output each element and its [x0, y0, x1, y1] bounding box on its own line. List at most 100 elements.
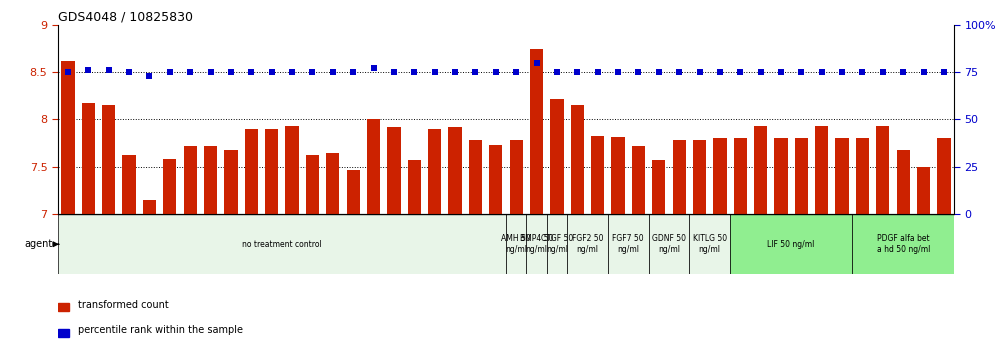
Text: percentile rank within the sample: percentile rank within the sample	[78, 325, 243, 335]
Point	[671, 69, 687, 75]
Point	[386, 69, 402, 75]
Bar	[896, 150, 910, 214]
Bar	[407, 160, 421, 214]
Bar	[795, 138, 808, 214]
Text: GDNF 50
ng/ml: GDNF 50 ng/ml	[652, 234, 686, 254]
Point	[346, 69, 362, 75]
Point	[488, 69, 504, 75]
Bar	[183, 146, 197, 214]
Bar	[648, 214, 689, 274]
Point	[570, 69, 586, 75]
Bar	[306, 154, 319, 214]
Point	[650, 69, 666, 75]
Bar	[142, 200, 156, 214]
Point	[794, 69, 810, 75]
Bar	[608, 214, 648, 274]
Text: agent: agent	[25, 239, 53, 249]
Bar	[853, 214, 954, 274]
Text: CTGF 50
ng/ml: CTGF 50 ng/ml	[541, 234, 573, 254]
Bar	[387, 127, 400, 214]
Point	[732, 69, 748, 75]
Bar	[58, 214, 506, 274]
Bar	[367, 119, 380, 214]
Bar	[754, 126, 767, 214]
Bar	[510, 140, 523, 214]
Text: KITLG 50
ng/ml: KITLG 50 ng/ml	[692, 234, 727, 254]
Point	[915, 69, 931, 75]
Bar	[734, 138, 747, 214]
Point	[366, 65, 381, 71]
Bar	[774, 138, 788, 214]
Point	[264, 69, 280, 75]
Bar	[631, 146, 645, 214]
Point	[406, 69, 422, 75]
Bar	[713, 138, 726, 214]
Text: AMH 50
ng/ml: AMH 50 ng/ml	[501, 234, 531, 254]
Bar	[489, 145, 502, 214]
Bar	[856, 138, 870, 214]
Point	[284, 69, 300, 75]
Bar	[448, 127, 462, 214]
Bar	[571, 105, 584, 214]
Point	[835, 69, 851, 75]
Point	[712, 69, 728, 75]
Bar	[567, 214, 608, 274]
Text: transformed count: transformed count	[78, 300, 168, 310]
Point	[611, 69, 626, 75]
Bar	[58, 303, 69, 312]
Point	[467, 69, 483, 75]
Bar	[937, 138, 950, 214]
Bar	[652, 160, 665, 214]
Bar	[245, 129, 258, 214]
Bar	[102, 105, 116, 214]
Point	[529, 60, 545, 65]
Bar	[612, 137, 624, 214]
Bar	[672, 140, 686, 214]
Bar	[506, 214, 526, 274]
Bar	[204, 146, 217, 214]
Bar	[82, 103, 95, 214]
Point	[325, 69, 341, 75]
Point	[161, 69, 178, 75]
Bar	[58, 329, 69, 337]
Point	[305, 69, 321, 75]
Bar	[917, 167, 930, 214]
Text: LIF 50 ng/ml: LIF 50 ng/ml	[768, 240, 815, 249]
Point	[630, 69, 646, 75]
Point	[182, 69, 198, 75]
Bar	[265, 129, 278, 214]
Point	[549, 69, 565, 75]
Bar	[469, 140, 482, 214]
Point	[590, 69, 606, 75]
Point	[753, 69, 769, 75]
Point	[691, 69, 707, 75]
Bar	[815, 126, 829, 214]
Point	[60, 69, 76, 75]
Point	[141, 73, 157, 79]
Point	[814, 69, 830, 75]
Point	[874, 69, 890, 75]
Bar	[526, 214, 547, 274]
Bar	[62, 61, 75, 214]
Text: PDGF alfa bet
a hd 50 ng/ml: PDGF alfa bet a hd 50 ng/ml	[876, 234, 930, 254]
Point	[223, 69, 239, 75]
Bar	[876, 126, 889, 214]
Point	[101, 67, 117, 73]
Bar	[693, 140, 706, 214]
Bar	[730, 214, 853, 274]
Point	[122, 69, 137, 75]
Point	[243, 69, 259, 75]
Bar	[123, 155, 135, 214]
Bar	[836, 138, 849, 214]
Text: GDS4048 / 10825830: GDS4048 / 10825830	[58, 10, 193, 23]
Text: BMP4 50
ng/ml: BMP4 50 ng/ml	[520, 234, 553, 254]
Text: no treatment control: no treatment control	[242, 240, 322, 249]
Text: FGF2 50
ng/ml: FGF2 50 ng/ml	[572, 234, 604, 254]
Point	[855, 69, 871, 75]
Bar	[224, 150, 238, 214]
Point	[773, 69, 789, 75]
Bar	[347, 170, 360, 214]
Point	[81, 67, 97, 73]
Bar	[286, 126, 299, 214]
Bar	[163, 159, 176, 214]
